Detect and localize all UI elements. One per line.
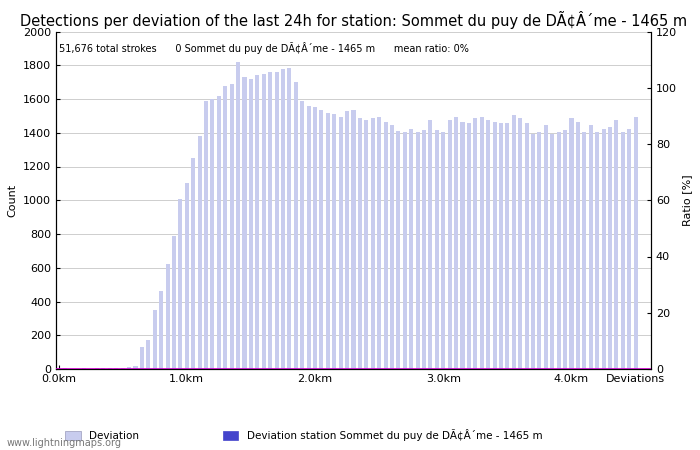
Bar bbox=[358, 118, 362, 369]
Bar bbox=[364, 120, 368, 369]
Bar bbox=[102, 368, 106, 369]
Bar bbox=[410, 129, 413, 369]
Bar bbox=[518, 118, 522, 369]
Bar bbox=[223, 86, 228, 369]
Bar bbox=[256, 75, 260, 369]
Bar bbox=[326, 113, 330, 369]
Bar bbox=[402, 132, 407, 369]
Bar bbox=[493, 122, 496, 369]
Bar bbox=[396, 131, 400, 369]
Y-axis label: Count: Count bbox=[8, 184, 18, 217]
Bar bbox=[608, 127, 612, 369]
Bar bbox=[435, 130, 439, 369]
Text: www.lightningmaps.org: www.lightningmaps.org bbox=[7, 438, 122, 448]
Bar bbox=[294, 82, 298, 369]
Bar bbox=[384, 122, 388, 369]
Bar bbox=[332, 114, 336, 369]
Bar bbox=[197, 136, 202, 369]
Bar bbox=[512, 115, 516, 369]
Bar bbox=[371, 118, 374, 369]
Bar bbox=[634, 117, 638, 369]
Bar bbox=[172, 236, 176, 369]
Bar bbox=[505, 123, 510, 369]
Bar bbox=[595, 132, 599, 369]
Bar bbox=[319, 110, 323, 369]
Bar bbox=[480, 117, 484, 369]
Bar bbox=[108, 368, 112, 369]
Bar bbox=[165, 264, 169, 369]
Bar bbox=[441, 132, 445, 369]
Bar bbox=[486, 120, 490, 369]
Bar bbox=[268, 72, 272, 369]
Bar bbox=[499, 123, 503, 369]
Bar bbox=[390, 125, 394, 369]
Bar bbox=[114, 368, 118, 369]
Bar bbox=[274, 72, 279, 369]
Bar bbox=[454, 117, 458, 369]
Bar bbox=[159, 292, 163, 369]
Bar bbox=[146, 340, 150, 369]
Y-axis label: Ratio [%]: Ratio [%] bbox=[682, 175, 692, 226]
Bar bbox=[556, 132, 561, 369]
Bar bbox=[230, 84, 234, 369]
Bar bbox=[236, 62, 240, 369]
Bar bbox=[339, 117, 343, 369]
Bar bbox=[307, 106, 311, 369]
Bar bbox=[447, 120, 452, 369]
Bar bbox=[563, 130, 567, 369]
Bar bbox=[262, 74, 266, 369]
Bar bbox=[615, 120, 618, 369]
Bar bbox=[249, 79, 253, 369]
Bar bbox=[211, 99, 214, 369]
Bar bbox=[531, 134, 535, 369]
Bar bbox=[582, 132, 587, 369]
Bar bbox=[601, 129, 606, 369]
Bar bbox=[140, 347, 144, 369]
Bar bbox=[461, 122, 465, 369]
Bar bbox=[416, 132, 420, 369]
Bar bbox=[569, 118, 573, 369]
Bar bbox=[473, 118, 477, 369]
Bar bbox=[345, 111, 349, 369]
Bar bbox=[351, 110, 356, 369]
Bar bbox=[120, 368, 125, 369]
Bar bbox=[467, 123, 471, 369]
Bar bbox=[313, 108, 317, 369]
Bar bbox=[627, 129, 631, 369]
Bar bbox=[428, 120, 433, 369]
Bar bbox=[576, 122, 580, 369]
Bar bbox=[538, 132, 542, 369]
Title: Detections per deviation of the last 24h for station: Sommet du puy de DÃ¢Â´me -: Detections per deviation of the last 24h… bbox=[20, 11, 687, 29]
Bar bbox=[153, 310, 157, 369]
Text: 51,676 total strokes      0 Sommet du puy de DÃ¢Â´me - 1465 m      mean ratio: 0: 51,676 total strokes 0 Sommet du puy de … bbox=[59, 42, 469, 54]
Bar bbox=[127, 367, 131, 369]
Bar bbox=[281, 68, 285, 369]
Bar bbox=[589, 125, 593, 369]
Bar bbox=[217, 96, 221, 369]
Bar bbox=[550, 134, 554, 369]
Bar bbox=[544, 125, 548, 369]
Bar bbox=[287, 68, 291, 369]
Bar bbox=[204, 101, 208, 369]
Bar bbox=[242, 77, 246, 369]
Bar bbox=[185, 184, 189, 369]
Bar bbox=[178, 198, 183, 369]
Bar bbox=[134, 366, 138, 369]
Bar bbox=[621, 132, 625, 369]
Bar bbox=[377, 117, 382, 369]
Bar bbox=[422, 130, 426, 369]
Bar bbox=[191, 158, 195, 369]
Bar bbox=[524, 123, 528, 369]
Bar bbox=[300, 101, 304, 369]
